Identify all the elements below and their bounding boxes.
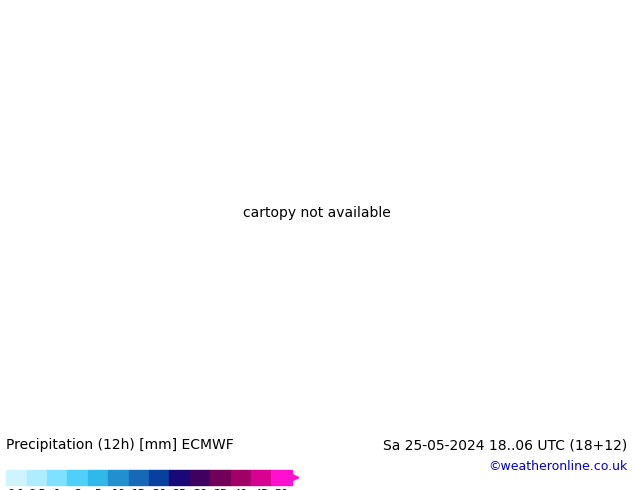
Text: 25: 25 <box>172 489 186 490</box>
Bar <box>27 470 47 486</box>
Text: 0.1: 0.1 <box>8 489 25 490</box>
Text: Precipitation (12h) [mm] ECMWF: Precipitation (12h) [mm] ECMWF <box>6 438 234 452</box>
Text: 1: 1 <box>54 489 61 490</box>
Bar <box>251 470 271 486</box>
Text: 30: 30 <box>193 489 207 490</box>
Bar <box>210 470 231 486</box>
Text: 10: 10 <box>112 489 126 490</box>
Text: 5: 5 <box>94 489 101 490</box>
Text: 50: 50 <box>275 489 288 490</box>
Text: 45: 45 <box>254 489 268 490</box>
Bar <box>47 470 67 486</box>
Text: 0.5: 0.5 <box>28 489 46 490</box>
Bar <box>169 470 190 486</box>
Text: ©weatheronline.co.uk: ©weatheronline.co.uk <box>488 460 628 473</box>
Bar <box>6 470 27 486</box>
Text: 40: 40 <box>234 489 248 490</box>
Bar <box>190 470 210 486</box>
Text: 15: 15 <box>132 489 146 490</box>
Bar <box>88 470 108 486</box>
Text: Sa 25-05-2024 18..06 UTC (18+12): Sa 25-05-2024 18..06 UTC (18+12) <box>384 438 628 452</box>
Bar <box>231 470 251 486</box>
Bar <box>108 470 129 486</box>
Bar <box>271 470 292 486</box>
Bar <box>129 470 149 486</box>
Text: 20: 20 <box>152 489 166 490</box>
Text: cartopy not available: cartopy not available <box>243 206 391 220</box>
Bar <box>149 470 169 486</box>
Bar <box>67 470 88 486</box>
Text: 2: 2 <box>74 489 81 490</box>
Text: 35: 35 <box>213 489 228 490</box>
